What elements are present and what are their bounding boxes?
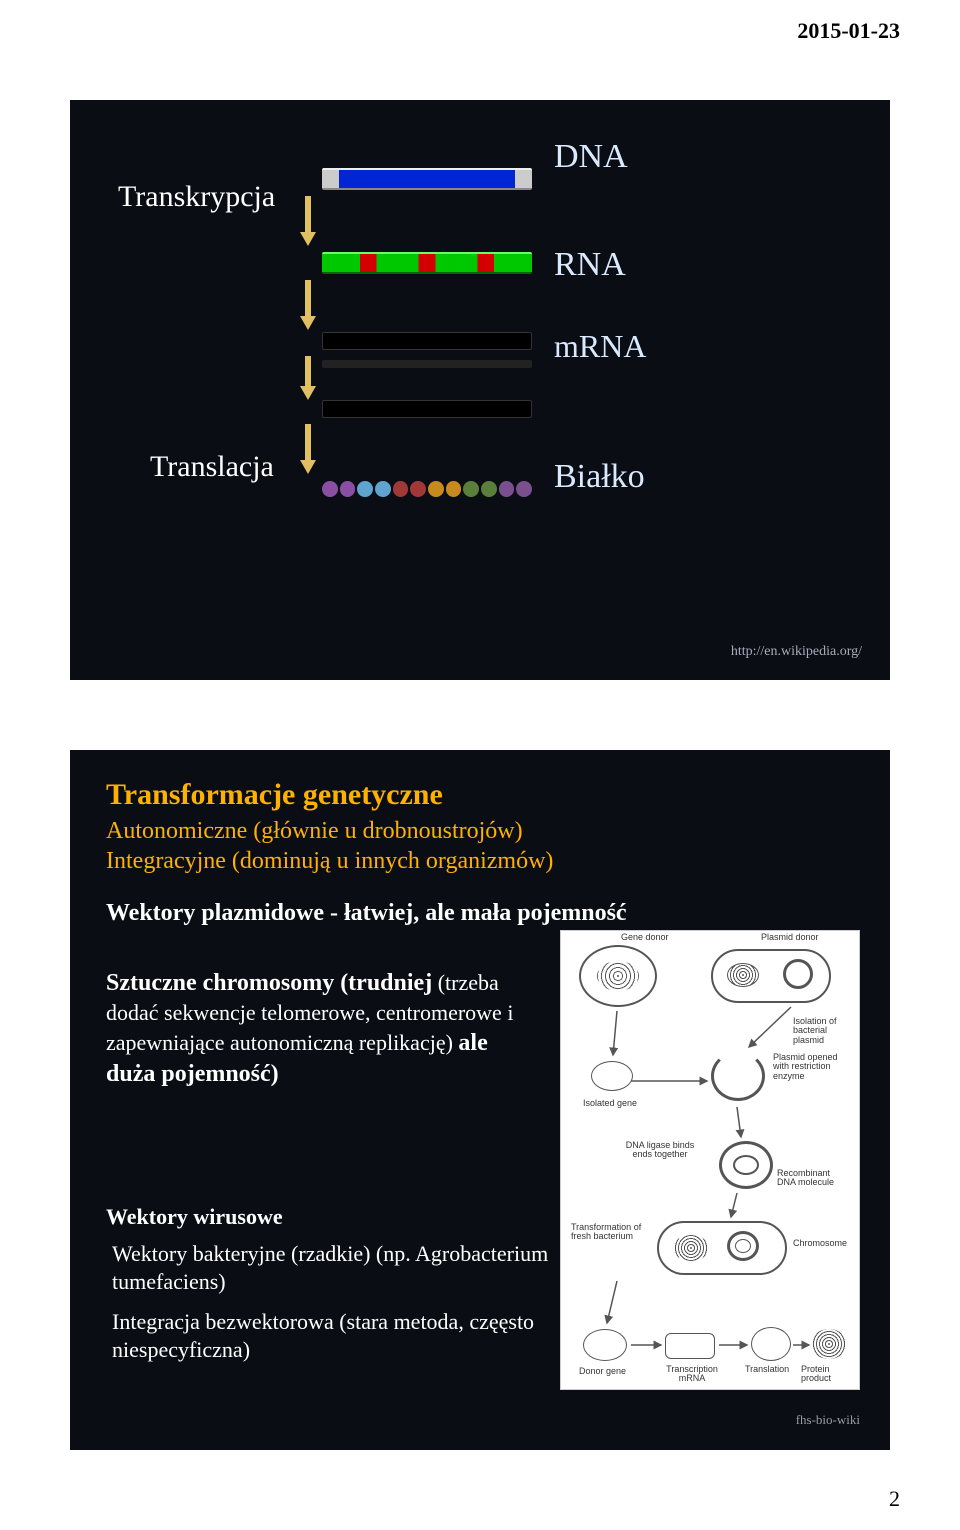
s2-diagram: Gene donor Plasmid donor Isolation of ba… — [560, 930, 860, 1390]
arrow-2-head — [300, 316, 316, 330]
s2-integ: Integracja bezwektorowa (stara metoda, c… — [112, 1308, 552, 1363]
mrna-bar-2 — [322, 360, 532, 368]
mrna-bar-3 — [322, 400, 532, 418]
slide-transcription-translation: Transkrypcja Translacja DNA RNA mRNA Bia… — [70, 100, 890, 680]
rna-bar — [322, 252, 532, 274]
s2-sub-autonomiczne: Autonomiczne (głównie u drobnoustrojów) — [106, 818, 523, 845]
dna-bar — [322, 168, 532, 190]
page-date: 2015-01-23 — [797, 18, 900, 44]
slide2-citation: fhs-bio-wiki — [796, 1412, 860, 1428]
label-bialko: Białko — [554, 458, 645, 496]
label-transkrypcja: Transkrypcja — [118, 180, 275, 214]
s2-plazmidowe: Wektory plazmidowe - łatwiej, ale mała p… — [106, 900, 627, 927]
slide1-citation: http://en.wikipedia.org/ — [731, 644, 862, 660]
arrow-3-head — [300, 386, 316, 400]
label-rna: RNA — [554, 246, 626, 284]
label-mrna: mRNA — [554, 328, 646, 365]
diagram-arrows — [561, 931, 861, 1391]
mrna-bar-1 — [322, 332, 532, 350]
slide-transformacje: Transformacje genetyczne Autonomiczne (g… — [70, 750, 890, 1450]
label-dna: DNA — [554, 138, 628, 176]
arrow-4-head — [300, 460, 316, 474]
page-number: 2 — [889, 1486, 900, 1512]
s2-wirus: Wektory wirusowe — [106, 1204, 283, 1230]
arrow-4 — [305, 424, 311, 460]
s2-chromosomy: Sztuczne chromosomy (trudniej (trzeba do… — [106, 968, 536, 1090]
arrow-1 — [305, 196, 311, 232]
s2-title: Transformacje genetyczne — [106, 778, 443, 812]
arrow-3 — [305, 356, 311, 386]
s2-chrom-bold: Sztuczne chromosomy (trudniej — [106, 970, 432, 996]
arrow-2 — [305, 280, 311, 316]
protein-beads — [322, 476, 532, 502]
arrow-1-head — [300, 232, 316, 246]
label-translacja: Translacja — [150, 450, 274, 484]
s2-sub-integracyjne: Integracyjne (dominują u innych organizm… — [106, 848, 553, 875]
s2-bakt: Wektory bakteryjne (rzadkie) (np. Agroba… — [112, 1240, 552, 1295]
